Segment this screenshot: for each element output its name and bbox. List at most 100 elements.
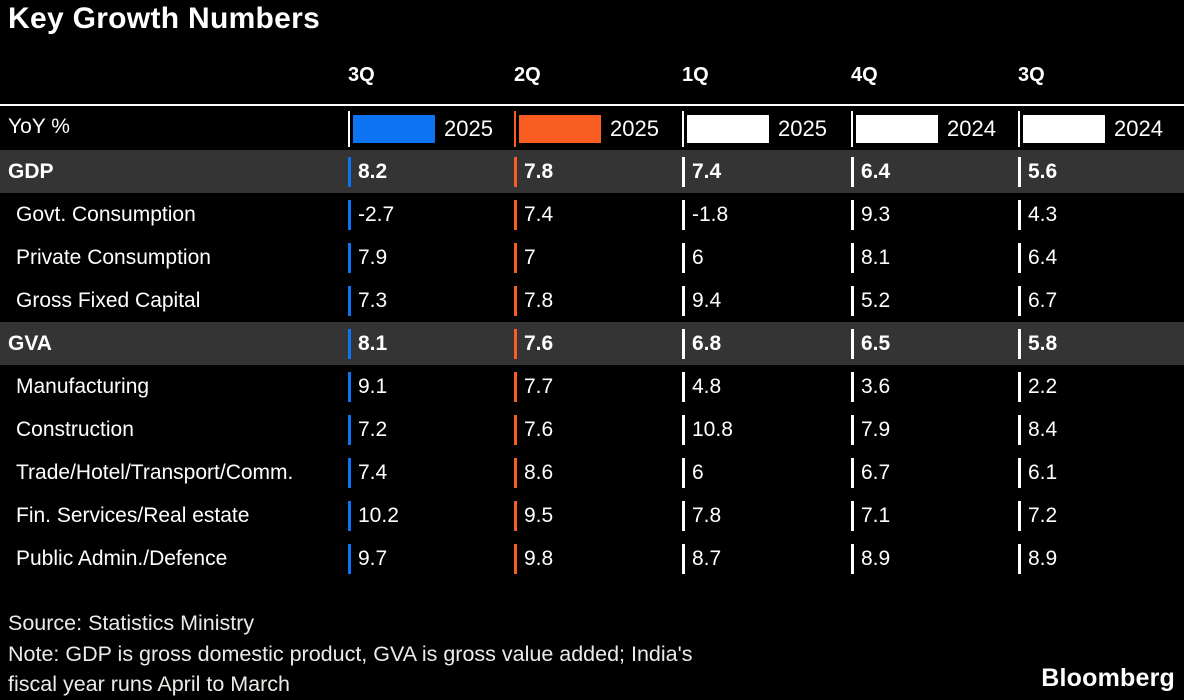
legend-year-label: 2024 xyxy=(1114,116,1163,141)
value-cell: 7.2 xyxy=(348,408,387,451)
value-cell: 7.1 xyxy=(851,494,890,537)
value-cell: -1.8 xyxy=(682,193,728,236)
value-tick xyxy=(1018,500,1021,531)
value-cell: 4.3 xyxy=(1018,193,1057,236)
value-tick xyxy=(1018,371,1021,402)
quarter-header-1q: 1Q xyxy=(682,64,709,86)
value-text: 8.2 xyxy=(358,159,388,183)
value-cell: 4.8 xyxy=(682,365,721,408)
row-label: Private Consumption xyxy=(16,245,211,269)
value-cell: 7.6 xyxy=(514,408,553,451)
value-cell: 7.8 xyxy=(514,150,553,193)
value-text: 8.1 xyxy=(861,245,891,269)
table-body: GDP 8.2 7.8 7.4 6.4 5.6 Govt. Consumption -2.7 7… xyxy=(0,150,1184,580)
row-label: Manufacturing xyxy=(16,374,150,398)
value-text: 9.5 xyxy=(524,503,554,527)
legend-swatch xyxy=(519,115,601,143)
value-cell: 6.7 xyxy=(851,451,890,494)
note-text-line2: fiscal year runs April to March xyxy=(8,672,290,696)
bloomberg-logo: Bloomberg xyxy=(1041,664,1175,692)
legend-cell: 2025 xyxy=(348,106,493,152)
value-cell: 7.4 xyxy=(348,451,387,494)
value-text: 7.6 xyxy=(524,331,554,355)
value-tick xyxy=(682,500,685,531)
value-tick xyxy=(1018,285,1021,316)
value-cell: 2.2 xyxy=(1018,365,1057,408)
legend-row: YoY % 2025 2025 2025 2024 2024 xyxy=(0,104,1184,150)
value-text: 6.4 xyxy=(1028,245,1058,269)
value-cell: 7.9 xyxy=(348,236,387,279)
value-text: 8.9 xyxy=(861,546,891,570)
value-tick xyxy=(682,242,685,273)
value-cell: 6.7 xyxy=(1018,279,1057,322)
row-label: Gross Fixed Capital xyxy=(16,288,201,312)
value-cell: 9.5 xyxy=(514,494,553,537)
value-text: 7.6 xyxy=(524,417,554,441)
value-text: 3.6 xyxy=(861,374,891,398)
value-text: 9.4 xyxy=(692,288,722,312)
value-tick xyxy=(1018,543,1021,574)
value-cell: 7.9 xyxy=(851,408,890,451)
value-tick xyxy=(348,328,351,359)
value-tick xyxy=(514,285,517,316)
value-tick xyxy=(682,285,685,316)
value-tick xyxy=(851,156,854,187)
value-text: 6.4 xyxy=(861,159,891,183)
value-text: 6.7 xyxy=(1028,288,1058,312)
footnotes: Source: Statistics Ministry Note: GDP is… xyxy=(8,608,692,700)
value-text: 4.8 xyxy=(692,374,722,398)
value-cell: 8.4 xyxy=(1018,408,1057,451)
value-tick xyxy=(682,156,685,187)
value-cell: 9.4 xyxy=(682,279,721,322)
legend-swatch xyxy=(353,115,435,143)
value-text: 8.4 xyxy=(1028,417,1058,441)
legend-cell: 2025 xyxy=(682,106,827,152)
value-text: 7.4 xyxy=(692,159,722,183)
value-text: 6 xyxy=(692,460,704,484)
value-text: 5.2 xyxy=(861,288,891,312)
value-tick xyxy=(348,285,351,316)
value-text: 7.4 xyxy=(524,202,554,226)
page-title: Key Growth Numbers xyxy=(8,2,321,35)
value-tick xyxy=(851,328,854,359)
table-row: Trade/Hotel/Transport/Comm. 7.4 8.6 6 6.7 6.1 xyxy=(0,451,1184,494)
quarter-header-3q: 3Q xyxy=(348,64,375,86)
value-tick xyxy=(682,457,685,488)
value-cell: 8.9 xyxy=(1018,537,1057,580)
value-tick xyxy=(348,199,351,230)
source-text: Source: Statistics Ministry xyxy=(8,611,255,635)
value-cell: 5.2 xyxy=(851,279,890,322)
value-tick xyxy=(514,500,517,531)
value-tick xyxy=(514,457,517,488)
value-text: 7.2 xyxy=(358,417,388,441)
value-tick xyxy=(1018,199,1021,230)
value-cell: 7.4 xyxy=(514,193,553,236)
value-tick xyxy=(851,457,854,488)
value-tick xyxy=(348,414,351,445)
value-text: 6.8 xyxy=(692,331,722,355)
value-cell: 5.6 xyxy=(1018,150,1057,193)
value-tick xyxy=(348,457,351,488)
value-cell: 9.7 xyxy=(348,537,387,580)
value-tick xyxy=(514,328,517,359)
value-cell: 7.3 xyxy=(348,279,387,322)
value-tick xyxy=(682,199,685,230)
value-cell: 9.8 xyxy=(514,537,553,580)
value-cell: 8.1 xyxy=(348,322,387,365)
value-cell: 6.1 xyxy=(1018,451,1057,494)
legend-cell: 2024 xyxy=(1018,106,1163,152)
quarter-header-3q: 3Q xyxy=(1018,64,1045,86)
value-text: 7.8 xyxy=(524,288,554,312)
value-text: 7.4 xyxy=(358,460,388,484)
value-cell: 8.6 xyxy=(514,451,553,494)
value-text: 7.8 xyxy=(692,503,722,527)
table-row: Manufacturing 9.1 7.7 4.8 3.6 2.2 xyxy=(0,365,1184,408)
quarter-header-2q: 2Q xyxy=(514,64,541,86)
value-text: 9.7 xyxy=(358,546,388,570)
legend-year-label: 2025 xyxy=(444,116,493,141)
value-text: 7 xyxy=(524,245,536,269)
row-label: GVA xyxy=(8,331,52,355)
value-tick xyxy=(851,543,854,574)
value-text: -1.8 xyxy=(692,202,729,226)
